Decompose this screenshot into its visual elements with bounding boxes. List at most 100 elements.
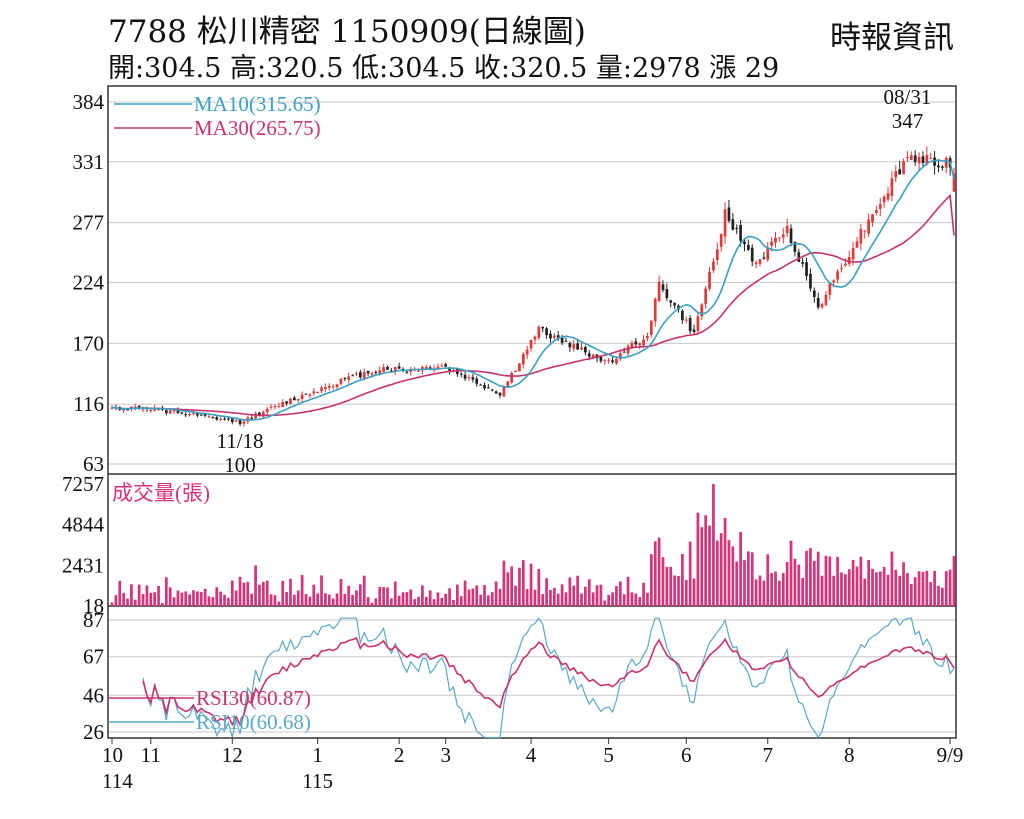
volume-title: 成交量(張) — [112, 481, 210, 505]
candle-body — [339, 379, 343, 384]
volume-bar — [324, 593, 327, 606]
y-tick-label: 87 — [83, 608, 104, 632]
candle-body — [696, 316, 700, 332]
volume-bar — [696, 512, 700, 606]
candle-body — [366, 370, 370, 374]
volume-bar — [890, 551, 894, 606]
volume-bar — [122, 592, 125, 606]
candle-body — [603, 360, 607, 362]
candle-body — [289, 398, 292, 404]
volume-bar — [665, 566, 669, 606]
volume-bar — [820, 575, 824, 606]
volume-bar — [289, 578, 292, 606]
volume-bar — [428, 590, 432, 606]
x-tick-sublabel: 114 — [102, 769, 133, 793]
candle-body — [320, 387, 323, 392]
y-tick-label: 224 — [73, 270, 105, 294]
candle-body — [164, 410, 168, 414]
volume-bar — [587, 579, 591, 606]
y-tick-label: 63 — [83, 452, 104, 476]
rsi-lines — [142, 617, 955, 739]
volume-bar — [455, 584, 459, 606]
chart-title: 7788 松川精密 1150909(日線圖) — [108, 14, 586, 50]
candle-body — [727, 207, 731, 221]
volume-bar — [312, 584, 316, 606]
volume-bar — [234, 590, 238, 606]
candle-body — [797, 252, 801, 262]
candle-body — [440, 365, 444, 367]
volume-bar — [684, 580, 688, 606]
candle-body — [944, 157, 948, 168]
volume-bar — [514, 585, 517, 606]
volume-bar — [638, 597, 642, 606]
candle-body — [681, 310, 684, 321]
legend-label: RSI30(60.87) — [196, 686, 311, 710]
y-tick-label: 277 — [73, 211, 105, 235]
legend-label: MA10(315.65) — [194, 92, 321, 116]
candle-body — [215, 417, 219, 420]
volume-bar — [506, 572, 510, 606]
volume-bar — [952, 556, 956, 606]
candle-body — [285, 401, 288, 404]
volume-bar — [242, 582, 246, 606]
candle-body — [809, 273, 812, 289]
volume-bar — [172, 597, 176, 606]
candle-body — [626, 346, 630, 354]
candle-body — [386, 366, 389, 370]
volume-bar — [487, 595, 490, 606]
volume-bar — [572, 585, 576, 606]
volume-bar — [432, 599, 436, 606]
candle-body — [622, 351, 626, 353]
volume-bar — [378, 586, 382, 606]
volume-bar — [878, 571, 882, 606]
volume-bar — [440, 597, 444, 606]
x-tick-label: 5 — [603, 743, 614, 767]
volume-bar — [646, 592, 649, 606]
volume-bar — [661, 557, 665, 606]
volume-bars — [110, 484, 956, 606]
volume-bar — [265, 580, 269, 606]
volume-bar — [157, 585, 160, 606]
volume-bar — [281, 580, 285, 606]
volume-bar — [832, 575, 836, 606]
candle-body — [312, 391, 316, 394]
volume-bar — [704, 515, 708, 606]
volume-bar — [246, 581, 250, 606]
candle-body — [941, 166, 944, 168]
candle-body — [211, 416, 215, 418]
volume-bar — [110, 602, 114, 606]
candle-body — [684, 319, 688, 321]
x-tick-sublabel: 115 — [302, 769, 333, 793]
volume-bar — [133, 599, 137, 606]
volume-bar — [393, 581, 397, 606]
candle-body — [781, 234, 785, 238]
volume-bar — [405, 592, 409, 606]
candle-body — [867, 219, 870, 234]
candle-body — [308, 394, 312, 396]
candle-body — [618, 353, 622, 360]
volume-bar — [211, 597, 215, 606]
volume-bar — [141, 594, 145, 606]
volume-bar — [490, 592, 494, 606]
volume-bar — [584, 586, 587, 606]
volume-bar — [847, 569, 851, 606]
volume-bar — [836, 556, 839, 606]
candle-body — [172, 410, 176, 412]
candle-body — [467, 377, 471, 379]
volume-bar — [308, 596, 312, 606]
volume-bar — [130, 584, 133, 606]
volume-bar — [168, 587, 172, 606]
candle-body — [393, 367, 397, 372]
candle-body — [762, 257, 766, 259]
volume-bar — [867, 560, 870, 606]
candle-body — [937, 165, 940, 168]
volume-bar — [770, 573, 773, 606]
candle-body — [638, 343, 642, 346]
candle-body — [413, 369, 417, 371]
volume-bar — [250, 593, 254, 606]
x-tick-label: 7 — [763, 743, 774, 767]
volume-bar — [304, 594, 308, 606]
volume-bar — [320, 575, 323, 606]
